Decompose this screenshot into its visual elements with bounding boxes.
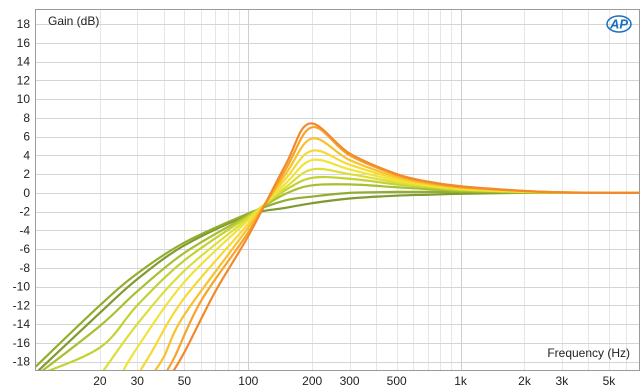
y-tick-label: 8 <box>23 111 30 125</box>
x-tick-label: 30 <box>131 374 145 388</box>
x-tick-label: 50 <box>178 374 192 388</box>
y-tick-label: 12 <box>17 73 31 87</box>
y-tick-label: 18 <box>17 17 31 31</box>
y-tick-label: 16 <box>17 36 31 50</box>
x-tick-label: 2k <box>518 374 532 388</box>
y-tick-label: -16 <box>13 336 31 350</box>
major-grid <box>36 10 640 371</box>
y-tick-label: -2 <box>19 205 30 219</box>
ap-logo: AP <box>606 15 632 33</box>
series-layer <box>36 122 640 371</box>
x-tick-label: 3k <box>556 374 570 388</box>
y-tick-label: 2 <box>23 167 30 181</box>
y-tick-label: 4 <box>23 148 30 162</box>
ap-logo-text: AP <box>609 17 628 32</box>
x-tick-label: 1k <box>454 374 468 388</box>
series-line-10 <box>172 122 640 371</box>
y-tick-label: -12 <box>13 298 31 312</box>
y-tick-label: 14 <box>17 55 31 69</box>
y-tick-label: 0 <box>23 186 30 200</box>
x-tick-label: 100 <box>238 374 258 388</box>
x-tick-labels: 20 30 50 100 200 300 500 1k 2k 3k 5k <box>93 374 616 388</box>
y-tick-label: -4 <box>19 223 30 237</box>
x-tick-label: 5k <box>603 374 617 388</box>
x-axis-title: Frequency (Hz) <box>547 346 630 360</box>
x-tick-label: 500 <box>387 374 407 388</box>
y-tick-label: -8 <box>19 261 30 275</box>
y-tick-label: -10 <box>13 280 31 294</box>
y-tick-label: 6 <box>23 130 30 144</box>
x-tick-label: 300 <box>340 374 360 388</box>
y-tick-label: -6 <box>19 242 30 256</box>
y-tick-label: -14 <box>13 317 31 331</box>
x-tick-label: 200 <box>302 374 322 388</box>
y-axis-title: Gain (dB) <box>48 14 99 28</box>
y-tick-label: -18 <box>13 355 31 369</box>
x-tick-label: 20 <box>93 374 107 388</box>
y-tick-labels: 18 16 14 12 10 8 6 4 2 0 -2 -4 -6 -8 -10 -12 -14 -16 -18 <box>13 17 31 369</box>
y-tick-label: 10 <box>17 92 31 106</box>
